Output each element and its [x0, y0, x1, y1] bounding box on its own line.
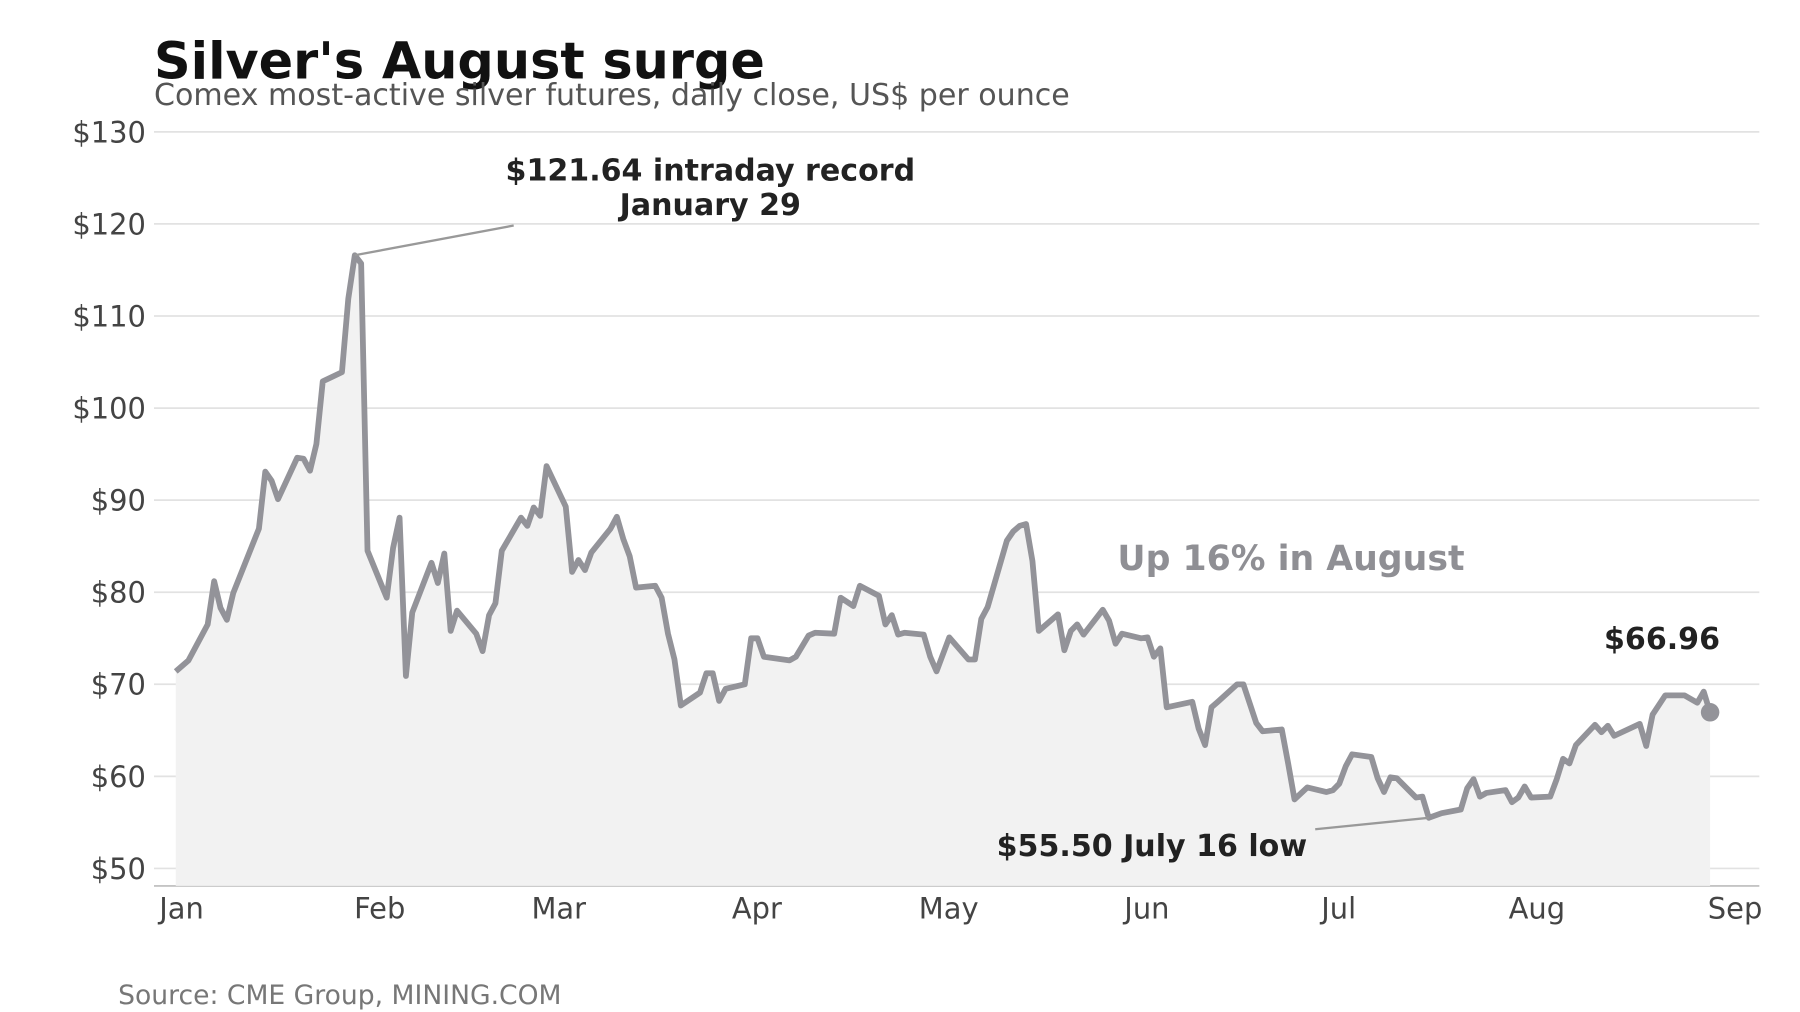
x-tick-label: Apr	[732, 891, 782, 925]
annotation: $66.96	[1604, 622, 1720, 657]
leader-line	[1315, 816, 1429, 831]
chart-subtitle: Comex most-active silver futures, daily …	[154, 78, 1070, 113]
price-line	[173, 252, 1713, 821]
x-tick-label: Aug	[1509, 891, 1565, 925]
annotation: Up 16% in August	[1117, 539, 1464, 579]
y-tick-label: $60	[91, 760, 146, 794]
annotation: $121.64 intraday record	[506, 153, 916, 188]
last-point	[1700, 703, 1720, 722]
annotation: January 29	[618, 188, 801, 223]
y-tick-label: $110	[72, 299, 146, 333]
x-tick-label: Jul	[1319, 891, 1356, 925]
y-tick-label: $100	[72, 391, 146, 425]
y-tick-label: $80	[91, 576, 146, 610]
annotation: $55.50 July 16 low	[997, 829, 1307, 864]
x-tick-label: Sep	[1708, 891, 1762, 925]
x-tick-label: Jun	[1122, 891, 1169, 925]
area	[175, 255, 1711, 886]
x-tick-label: Mar	[531, 891, 586, 925]
y-tick-label: $70	[91, 668, 146, 702]
leader-line	[354, 224, 514, 257]
chart-title: Silver's August surge	[154, 32, 765, 91]
y-tick-label: $120	[72, 207, 146, 241]
y-tick-label: $50	[91, 852, 146, 886]
y-tick-label: $130	[72, 115, 146, 149]
x-tick-label: Feb	[354, 891, 405, 925]
source: Source: CME Group, MINING.COM	[118, 980, 561, 1011]
y-tick-label: $90	[91, 484, 146, 518]
x-tick-label: May	[919, 891, 979, 925]
x-tick-label: Jan	[157, 891, 204, 925]
